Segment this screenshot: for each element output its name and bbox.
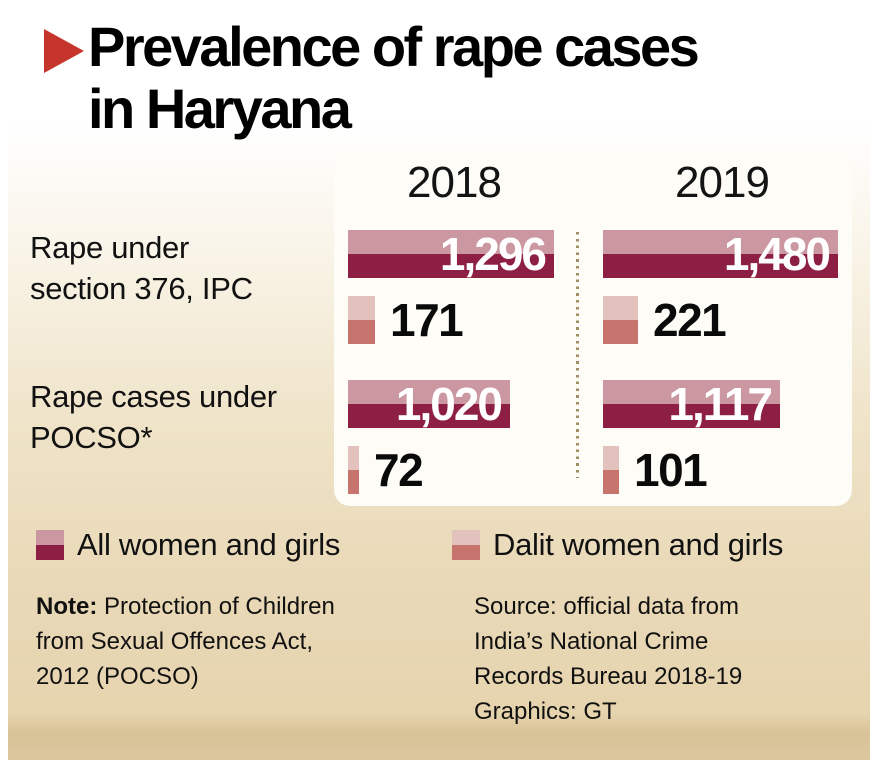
bar-value-label: 101 — [634, 444, 708, 496]
bar-all-women-pocso-2018: 1,020 — [348, 378, 510, 430]
note-line-text: Protection of Children — [104, 593, 335, 620]
bar-top-shade — [603, 296, 638, 320]
bar-value-label: 1,117 — [668, 378, 773, 430]
page-title: Prevalence of rape cases in Haryana — [88, 15, 700, 140]
bar-all-women-pocso-2019: 1,117 — [603, 378, 780, 430]
bar-top-shade — [603, 446, 619, 470]
bar-bottom-shade — [603, 404, 780, 428]
chart-panel — [334, 152, 852, 506]
column-header-2018: 2018 — [407, 158, 502, 207]
legend-label: Dalit women and girls — [493, 527, 784, 562]
note-text: Note: Protection of Children from Sexual… — [36, 589, 446, 694]
bar-top-shade — [603, 380, 780, 404]
column-header-2019: 2019 — [675, 158, 770, 207]
bar-top-shade — [348, 446, 359, 470]
bar-value-label: 171 — [390, 294, 464, 346]
column-divider-dotted-line — [576, 232, 579, 478]
bar-group-dalit-pocso-2019: 101 — [603, 444, 708, 496]
row-label-pocso: Rape cases under POCSO* — [30, 376, 277, 458]
legend-swatch-dalit-women-icon — [452, 530, 480, 560]
note-line: Note: Protection of Children — [36, 589, 446, 624]
source-line: India’s National Crime — [474, 628, 709, 655]
bar-top-shade — [348, 230, 554, 254]
bar-all-women-376-2018: 1,296 — [348, 228, 554, 280]
bar-group-dalit-376-2019: 221 — [603, 294, 727, 346]
bar-bottom-shade — [348, 404, 510, 428]
row-label-section-376: Rape under section 376, IPC — [30, 227, 253, 309]
title-line2: in Haryana — [88, 77, 352, 140]
bar-bottom-shade — [348, 320, 375, 344]
bar-group-dalit-376-2018: 171 — [348, 294, 464, 346]
row-label-line: section 376, IPC — [30, 271, 253, 306]
bar-bottom-shade — [603, 470, 619, 494]
source-line: Records Bureau 2018-19 — [474, 663, 743, 690]
bar-bottom-shade — [603, 320, 638, 344]
legend-item-all-women: All women and girls — [36, 529, 340, 561]
bar-dalit-women-376-2019 — [603, 296, 638, 344]
bar-value-label: 72 — [374, 444, 424, 496]
bar-value-label: 221 — [653, 294, 727, 346]
row-label-line: Rape cases under — [30, 379, 277, 414]
legend-swatch-all-women-icon — [36, 530, 64, 560]
source-text: Source: official data from India’s Natio… — [474, 589, 874, 729]
bar-value-label: 1,020 — [395, 378, 503, 430]
note-line: 2012 (POCSO) — [36, 663, 199, 690]
bullet-arrow-icon — [44, 29, 84, 73]
bar-all-women-376-2019: 1,480 — [603, 228, 838, 280]
bar-dalit-women-pocso-2019 — [603, 446, 619, 494]
note-prefix: Note: — [36, 593, 98, 620]
source-line: Source: official data from — [474, 593, 740, 620]
bar-bottom-shade — [603, 254, 838, 278]
bar-top-shade — [348, 296, 375, 320]
bar-dalit-women-pocso-2018 — [348, 446, 359, 494]
bar-bottom-shade — [348, 254, 554, 278]
note-line: from Sexual Offences Act, — [36, 628, 314, 655]
row-label-line: POCSO* — [30, 420, 153, 455]
bar-dalit-women-376-2018 — [348, 296, 375, 344]
bar-value-label: 1,296 — [439, 228, 547, 280]
row-label-line: Rape under — [30, 230, 190, 265]
bar-top-shade — [603, 230, 838, 254]
title-line1: Prevalence of rape cases — [88, 15, 700, 78]
bar-value-label: 1,480 — [723, 228, 831, 280]
source-line: Graphics: GT — [474, 698, 617, 725]
bar-top-shade — [348, 380, 510, 404]
bar-group-dalit-pocso-2018: 72 — [348, 444, 424, 496]
legend-item-dalit-women: Dalit women and girls — [452, 529, 783, 561]
bar-bottom-shade — [348, 470, 359, 494]
legend-label: All women and girls — [77, 527, 341, 562]
